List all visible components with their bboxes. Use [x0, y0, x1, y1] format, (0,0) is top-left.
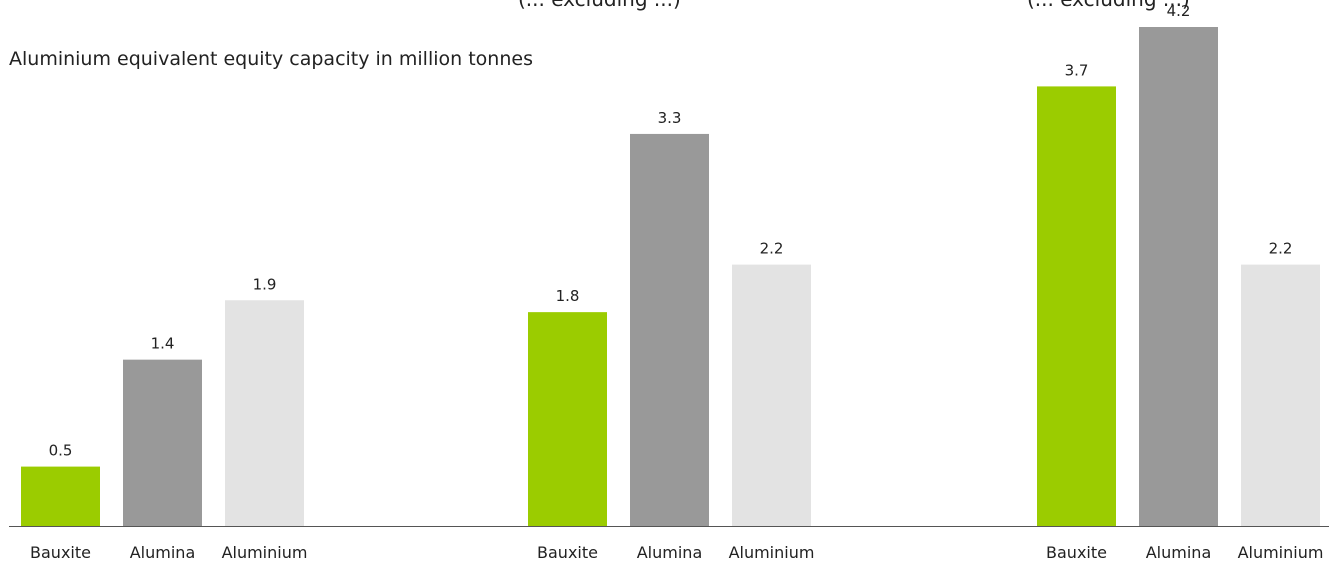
- x-tick-label-aluminium-group-3: Aluminium: [1238, 543, 1324, 561]
- bar-aluminium-group-1: [225, 300, 304, 526]
- bar-alumina-group-1: [123, 359, 202, 526]
- data-label-bauxite-group-2: 1.8: [556, 287, 580, 305]
- data-label-alumina-group-3: 4.2: [1167, 2, 1191, 20]
- bar-aluminium-group-2: [732, 264, 811, 526]
- x-tick-label-alumina-group-1: Alumina: [130, 543, 196, 561]
- bar-alumina-group-3: [1139, 27, 1218, 526]
- group-3-title: (... excluding ...): [1027, 0, 1190, 11]
- bar-bauxite-group-1: [21, 466, 100, 526]
- bar-bauxite-group-2: [528, 312, 607, 526]
- x-tick-label-bauxite-group-3: Bauxite: [1046, 543, 1107, 561]
- bar-aluminium-group-3: [1241, 264, 1320, 526]
- x-tick-label-alumina-group-3: Alumina: [1146, 543, 1212, 561]
- data-label-bauxite-group-3: 3.7: [1065, 61, 1089, 79]
- x-tick-label-bauxite-group-1: Bauxite: [30, 543, 91, 561]
- group-2-title: (... excluding ...): [518, 0, 681, 11]
- bar-alumina-group-2: [630, 133, 709, 526]
- data-label-alumina-group-2: 3.3: [658, 109, 682, 127]
- data-label-aluminium-group-1: 1.9: [253, 275, 277, 293]
- data-label-aluminium-group-3: 2.2: [1269, 240, 1293, 258]
- x-tick-label-alumina-group-2: Alumina: [637, 543, 703, 561]
- x-tick-label-bauxite-group-2: Bauxite: [537, 543, 598, 561]
- y-axis-label: Aluminium equivalent equity capacity in …: [9, 48, 533, 70]
- data-label-aluminium-group-2: 2.2: [760, 240, 784, 258]
- data-label-alumina-group-1: 1.4: [151, 335, 175, 353]
- x-tick-label-aluminium-group-1: Aluminium: [222, 543, 308, 561]
- x-tick-label-aluminium-group-2: Aluminium: [729, 543, 815, 561]
- bar-bauxite-group-3: [1037, 86, 1116, 527]
- data-label-bauxite-group-1: 0.5: [49, 442, 73, 460]
